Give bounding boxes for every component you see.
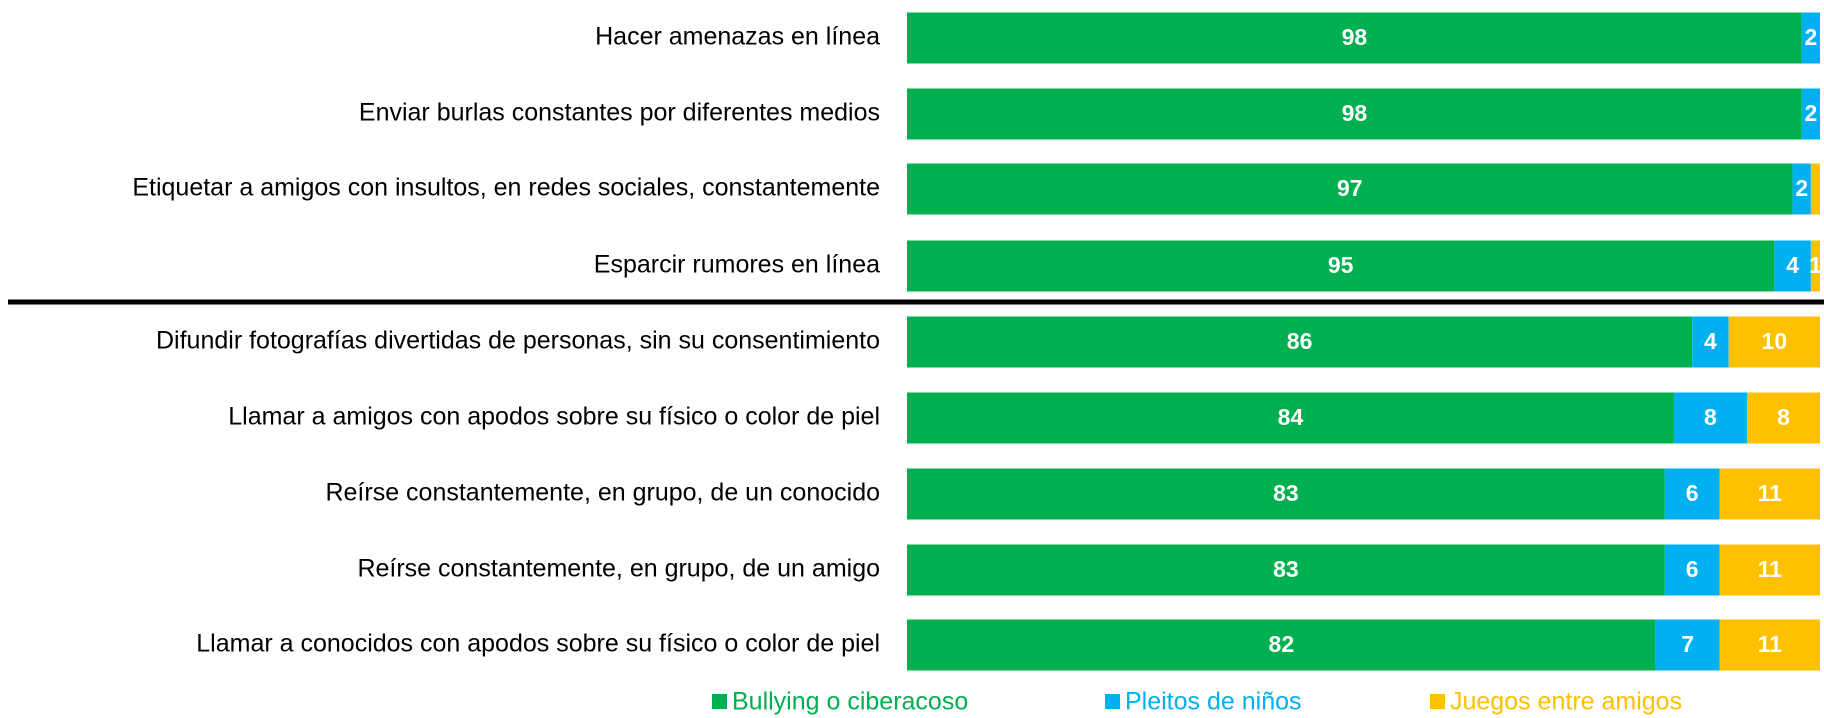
bar-segment [1692, 316, 1729, 368]
data-label: 95 [1328, 252, 1354, 278]
data-label: 11 [1758, 631, 1783, 657]
bar-segment [1673, 392, 1747, 444]
category-label: Enviar burlas constantes por diferentes … [359, 99, 880, 127]
legend-swatch [712, 694, 727, 709]
data-label: 2 [1804, 24, 1817, 50]
legend-swatch [1105, 694, 1120, 709]
bar-segment [1719, 619, 1820, 671]
category-label: Hacer amenazas en línea [595, 23, 880, 51]
category-label: Reírse constantemente, en grupo, de un c… [325, 479, 880, 507]
data-label: 86 [1287, 328, 1313, 354]
bar-segment [907, 163, 1793, 215]
data-label: 11 [1758, 480, 1783, 506]
category-label: Llamar a amigos con apodos sobre su físi… [228, 403, 880, 431]
bar-segment [1801, 88, 1820, 140]
bar-segment [1664, 544, 1720, 596]
bar-segment [907, 240, 1775, 292]
category-label: Reírse constantemente, en grupo, de un a… [357, 555, 880, 583]
category-label: Difundir fotografías divertidas de perso… [156, 327, 880, 355]
bar-segment [907, 468, 1665, 520]
data-label: 98 [1342, 100, 1368, 126]
category-label: Etiquetar a amigos con insultos, en rede… [132, 174, 880, 202]
bar-segment [1719, 468, 1820, 520]
bar-segment [1728, 316, 1820, 368]
data-label: 6 [1686, 556, 1699, 582]
bar-segment [1719, 544, 1820, 596]
data-label: 2 [1795, 175, 1808, 201]
data-label: 6 [1686, 480, 1699, 506]
bar-segment [907, 316, 1693, 368]
bar-segment [1664, 468, 1720, 520]
data-label: 83 [1273, 480, 1299, 506]
bar-segment [907, 392, 1674, 444]
category-label: Esparcir rumores en línea [594, 251, 880, 279]
bar-segment [907, 12, 1802, 64]
data-label: 7 [1681, 631, 1694, 657]
bar-segment [907, 544, 1665, 596]
legend-swatch [1430, 694, 1445, 709]
data-label: 4 [1786, 252, 1799, 278]
bar-segment [1792, 163, 1811, 215]
data-label: 11 [1758, 556, 1783, 582]
legend-label: Juegos entre amigos [1450, 688, 1682, 716]
data-label: 84 [1278, 404, 1304, 430]
category-label: Llamar a conocidos con apodos sobre su f… [196, 630, 880, 658]
legend-label: Pleitos de niños [1125, 688, 1302, 716]
bar-segment [1810, 163, 1820, 215]
data-label: 1 [1809, 252, 1822, 278]
data-label: 4 [1704, 328, 1717, 354]
bar-segment [1746, 392, 1820, 444]
bar-segment [1655, 619, 1720, 671]
data-label: 82 [1269, 631, 1295, 657]
legend-label: Bullying o ciberacoso [732, 688, 968, 716]
bar-segment [907, 619, 1656, 671]
data-label: 8 [1777, 404, 1790, 430]
bar-segment [1774, 240, 1811, 292]
data-label: 98 [1342, 24, 1368, 50]
data-label: 8 [1704, 404, 1717, 430]
data-label: 83 [1273, 556, 1299, 582]
data-label: 10 [1762, 328, 1788, 354]
bar-segment [907, 88, 1802, 140]
data-label: 97 [1337, 175, 1363, 201]
data-label: 2 [1804, 100, 1817, 126]
bar-segment [1801, 12, 1820, 64]
bar-segment [1810, 240, 1820, 292]
